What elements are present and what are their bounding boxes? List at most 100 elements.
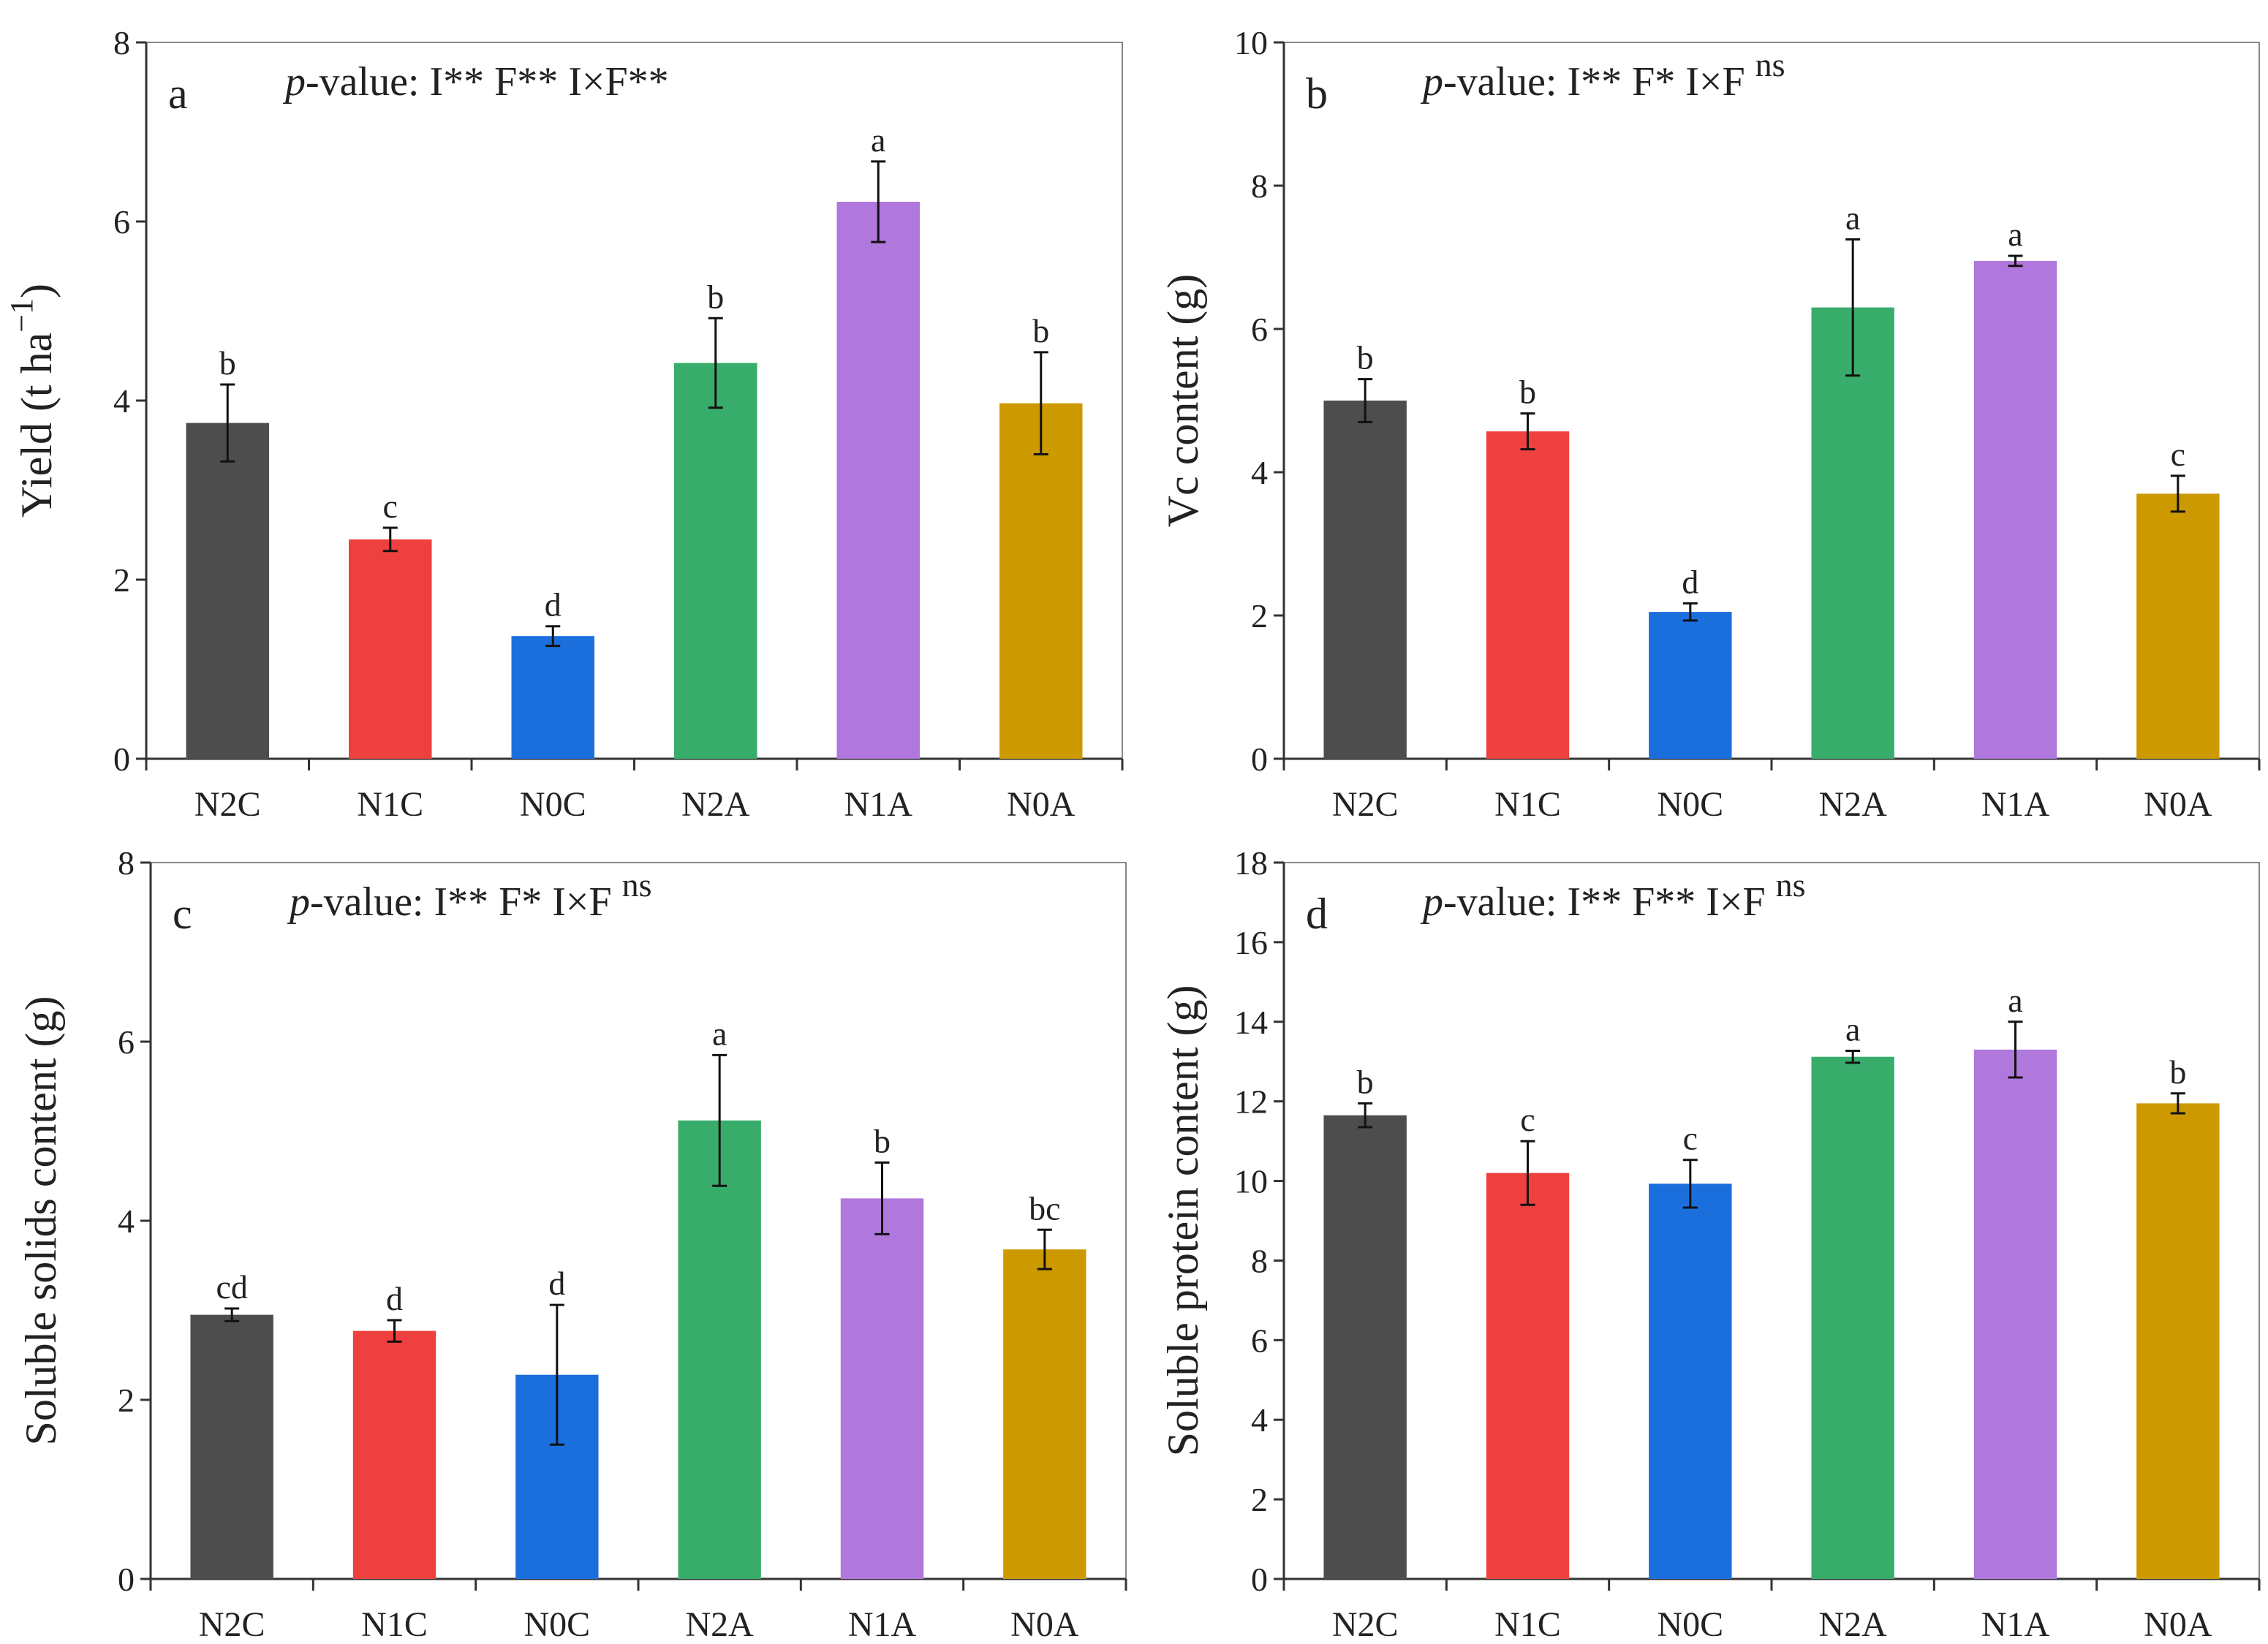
bar-N1A [1973, 1049, 2057, 1579]
bar-N1A [1973, 260, 2057, 759]
bar-N0A [1003, 1249, 1086, 1579]
significance-letter: d [1682, 563, 1698, 600]
y-tick-label: 14 [1234, 1004, 1268, 1041]
y-tick-label: 6 [113, 203, 130, 240]
significance-letter: b [1357, 339, 1374, 376]
plot-frame [145, 42, 1123, 760]
bar-N2C [186, 423, 269, 759]
p-value-annotation: p-value: I** F* I×F ns [1420, 46, 1785, 105]
y-axis-label: Yield (t ha−1) [4, 284, 61, 518]
y-tick-label: 10 [1234, 1163, 1268, 1200]
p-value-text: -value: I** F** I×F [1443, 879, 1776, 925]
panel-d: 0 2 4 6 8 10 12 14 16 18 b N2C c N1C c N0C a N2A a N1A b N0A d… [1159, 844, 2261, 1644]
plot-frame [150, 862, 1127, 1580]
x-tick-label: N1C [1494, 1605, 1561, 1644]
y-tick-label: 6 [1251, 1322, 1268, 1359]
p-value-superscript: ns [1776, 866, 1806, 904]
bar-N2C [190, 1314, 273, 1579]
significance-letter: b [707, 278, 724, 315]
x-tick-label: N0A [1010, 1605, 1079, 1644]
significance-letter: d [386, 1280, 403, 1317]
significance-letter: bc [1029, 1189, 1060, 1227]
significance-letter: b [1519, 374, 1536, 411]
p-value-text: -value: I** F* I×F [1443, 59, 1755, 105]
y-tick-label: 4 [1251, 454, 1268, 491]
bar-N1A [840, 1198, 924, 1579]
bar-N1C [1486, 431, 1570, 759]
y-tick-label: 0 [118, 1561, 135, 1598]
significance-letter: a [1845, 200, 1860, 237]
y-tick-label: 2 [1251, 597, 1268, 635]
significance-letter: d [548, 1265, 565, 1302]
y-tick-label: 8 [113, 24, 130, 61]
y-tick-label: 6 [118, 1023, 135, 1061]
panel-label: a [168, 69, 188, 118]
x-tick-label: N1C [1494, 785, 1561, 824]
x-tick-label: N2A [681, 785, 750, 824]
x-tick-label: N1A [1981, 1605, 2050, 1644]
y-label-text: Soluble solids content (g) [17, 996, 65, 1446]
x-tick-label: N2C [199, 1605, 265, 1644]
significance-letter: b [1357, 1063, 1374, 1100]
bar-N2C [1323, 401, 1407, 759]
significance-letter: cd [216, 1268, 247, 1306]
bar-N0A [2136, 1103, 2220, 1579]
x-tick-label: N0C [1657, 1605, 1723, 1644]
y-label-suffix: ) [12, 284, 61, 298]
x-tick-label: N1C [357, 785, 423, 824]
y-tick-label: 0 [113, 740, 130, 778]
p-italic: p [1420, 59, 1443, 105]
bar-N0A [999, 403, 1083, 759]
y-label-text: Vc content (g) [1159, 274, 1207, 528]
y-tick-label: 2 [1251, 1481, 1268, 1518]
x-tick-label: N2C [194, 785, 261, 824]
significance-letter: d [545, 586, 562, 624]
significance-letter: a [2008, 982, 2022, 1019]
bar-N2A [674, 363, 757, 759]
x-tick-label: N1A [844, 785, 913, 824]
p-value-annotation: p-value: I** F* I×F ns [287, 866, 652, 925]
bar-N1C [1486, 1173, 1570, 1579]
p-value-text: -value: I** F* I×F [310, 879, 622, 925]
bar-N2C [1323, 1115, 1407, 1579]
bar-N2A [1811, 307, 1894, 760]
significance-letter: c [383, 488, 398, 525]
significance-letter: b [2169, 1053, 2186, 1091]
y-axis-label: Soluble solids content (g) [17, 996, 65, 1446]
panel-label: c [173, 890, 192, 938]
x-tick-label: N1C [361, 1605, 428, 1644]
significance-letter: a [1845, 1011, 1860, 1048]
panel-label: b [1306, 69, 1328, 118]
p-italic: p [1420, 879, 1443, 925]
y-tick-label: 0 [1251, 740, 1268, 778]
p-value-text: -value: I** F** I×F** [306, 59, 669, 105]
bar-N2A [678, 1120, 761, 1579]
x-tick-label: N2A [1819, 1605, 1888, 1644]
x-tick-label: N2C [1332, 785, 1399, 824]
bar-N1C [349, 539, 432, 759]
panel-label: d [1306, 890, 1328, 938]
bar-N0C [511, 636, 594, 759]
x-tick-label: N0C [1657, 785, 1723, 824]
x-tick-label: N2A [1819, 785, 1888, 824]
p-value-superscript: ns [1755, 46, 1785, 83]
p-italic: p [287, 879, 310, 925]
x-tick-label: N2A [686, 1605, 755, 1644]
y-tick-label: 0 [1251, 1561, 1268, 1598]
plot-frame [1283, 862, 2260, 1580]
panel-a: 0 2 4 6 8 b N2C c N1C d N0C b N2A a N1A b N0A a p-value: I… [4, 24, 1124, 824]
p-value-annotation: p-value: I** F** I×F** [282, 59, 669, 105]
y-tick-label: 16 [1234, 924, 1268, 961]
bar-N2A [1811, 1056, 1894, 1579]
x-tick-label: N2C [1332, 1605, 1399, 1644]
bar-N0C [1649, 1183, 1732, 1579]
significance-letter: b [219, 344, 236, 382]
x-tick-label: N0C [523, 1605, 590, 1644]
y-tick-label: 8 [1251, 1242, 1268, 1279]
y-tick-label: 18 [1234, 844, 1268, 882]
p-value-annotation: p-value: I** F** I×F ns [1420, 866, 1806, 925]
plot-frame [1283, 42, 2260, 760]
significance-letter: a [712, 1015, 727, 1052]
x-tick-label: N0A [1007, 785, 1076, 824]
